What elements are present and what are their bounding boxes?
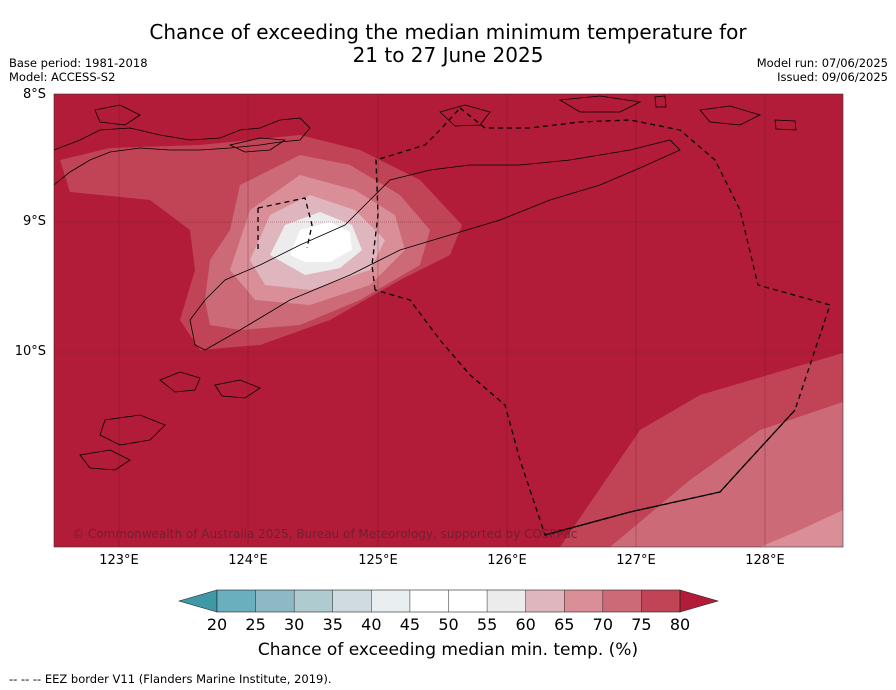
colorbar-tick-label: 20 xyxy=(206,615,228,634)
colorbar-high-arrow xyxy=(679,589,720,613)
colorbar-tick-label: 55 xyxy=(476,615,498,634)
copyright-notice: © Commonwealth of Australia 2025, Bureau… xyxy=(72,527,578,541)
coastlines xyxy=(54,95,797,471)
colorbar-tick-label: 35 xyxy=(322,615,343,634)
colorbar-segment xyxy=(641,590,681,612)
colorbar-tick-label: 65 xyxy=(554,615,575,634)
lat-label-10s: 10°S xyxy=(14,344,46,359)
colorbar-segment xyxy=(448,590,488,612)
colorbar-segment xyxy=(217,590,257,612)
base-period: Base period: 1981-2018 xyxy=(9,56,148,70)
footer-eez-note: -- -- -- EEZ border V11 (Flanders Marine… xyxy=(9,672,332,686)
contour-65-70-southeast xyxy=(760,510,843,547)
colorbar-segment xyxy=(487,590,527,612)
colorbar-segment xyxy=(332,590,372,612)
colorbar-segment xyxy=(255,590,295,612)
model-name: Model: ACCESS-S2 xyxy=(9,70,116,84)
colorbar-segment xyxy=(371,590,411,612)
contour-50-55-central xyxy=(290,222,352,262)
colorbar-tick-label: 60 xyxy=(515,615,536,634)
colorbar-segment xyxy=(294,590,334,612)
contour-70-75-southeast xyxy=(610,402,843,547)
map-title-line2: 21 to 27 June 2025 xyxy=(352,43,544,67)
lon-gridlines xyxy=(118,94,766,547)
lon-label-127e: 127°E xyxy=(616,553,656,568)
colorbar-tick-label: 70 xyxy=(592,615,613,634)
lat-gridlines xyxy=(54,221,843,353)
model-run: Model run: 07/06/2025 xyxy=(756,56,888,70)
meta-right: Model run: 07/06/2025 Issued: 09/06/2025 xyxy=(757,56,888,84)
lon-label-124e: 124°E xyxy=(228,553,268,568)
colorbar-segment xyxy=(525,590,565,612)
lon-label-123e: 123°E xyxy=(99,553,139,568)
colorbar-tick-label: 45 xyxy=(399,615,421,634)
median-line xyxy=(544,409,796,536)
colorbar xyxy=(177,589,720,613)
colorbar-tick-label: 50 xyxy=(438,615,459,634)
colorbar-tick-label: 40 xyxy=(361,615,382,634)
lon-label-128e: 128°E xyxy=(745,553,785,568)
lat-label-9s: 9°S xyxy=(22,214,46,229)
lat-label-8s: 8°S xyxy=(22,87,46,102)
colorbar-tick-label: 25 xyxy=(245,615,266,634)
map-title-line1: Chance of exceeding the median minimum t… xyxy=(149,20,747,44)
colorbar-segment xyxy=(409,590,449,612)
colorbar-frame xyxy=(216,589,681,613)
map-frame xyxy=(53,93,844,548)
colorbar-tick-label: 80 xyxy=(669,615,691,634)
colorbar-tick-label: 30 xyxy=(283,615,305,634)
colorbar-segment xyxy=(564,590,604,612)
meta-left: Base period: 1981-2018 Model: ACCESS-S2 xyxy=(9,56,148,84)
eez-borders xyxy=(257,107,831,536)
colorbar-segment xyxy=(602,590,642,612)
colorbar-label: Chance of exceeding median min. temp. (%… xyxy=(257,640,639,660)
issued-date: Issued: 09/06/2025 xyxy=(777,70,888,84)
contour-core xyxy=(308,250,326,259)
lon-label-125e: 125°E xyxy=(358,553,398,568)
lon-label-126e: 126°E xyxy=(487,553,527,568)
colorbar-tick-label: 75 xyxy=(631,615,652,634)
colorbar-low-arrow xyxy=(177,589,218,613)
